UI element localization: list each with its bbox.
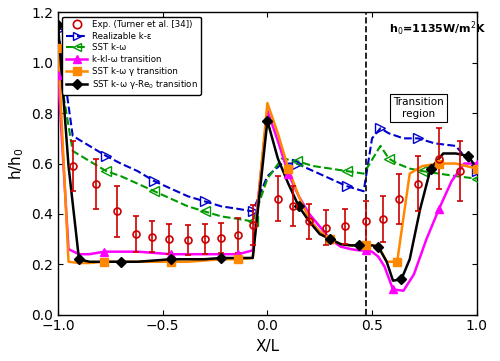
Text: Transition
region: Transition region: [392, 97, 444, 119]
Text: h$_0$=1135W/m$^2$K: h$_0$=1135W/m$^2$K: [389, 20, 486, 38]
X-axis label: X/L: X/L: [256, 339, 280, 354]
Legend: Exp. (Turner et al. [34]), Realizable k-ε, SST k-ω, k-kl-ω transition, SST k-ω γ: Exp. (Turner et al. [34]), Realizable k-…: [62, 17, 201, 95]
Y-axis label: h/h$_0$: h/h$_0$: [7, 147, 26, 180]
